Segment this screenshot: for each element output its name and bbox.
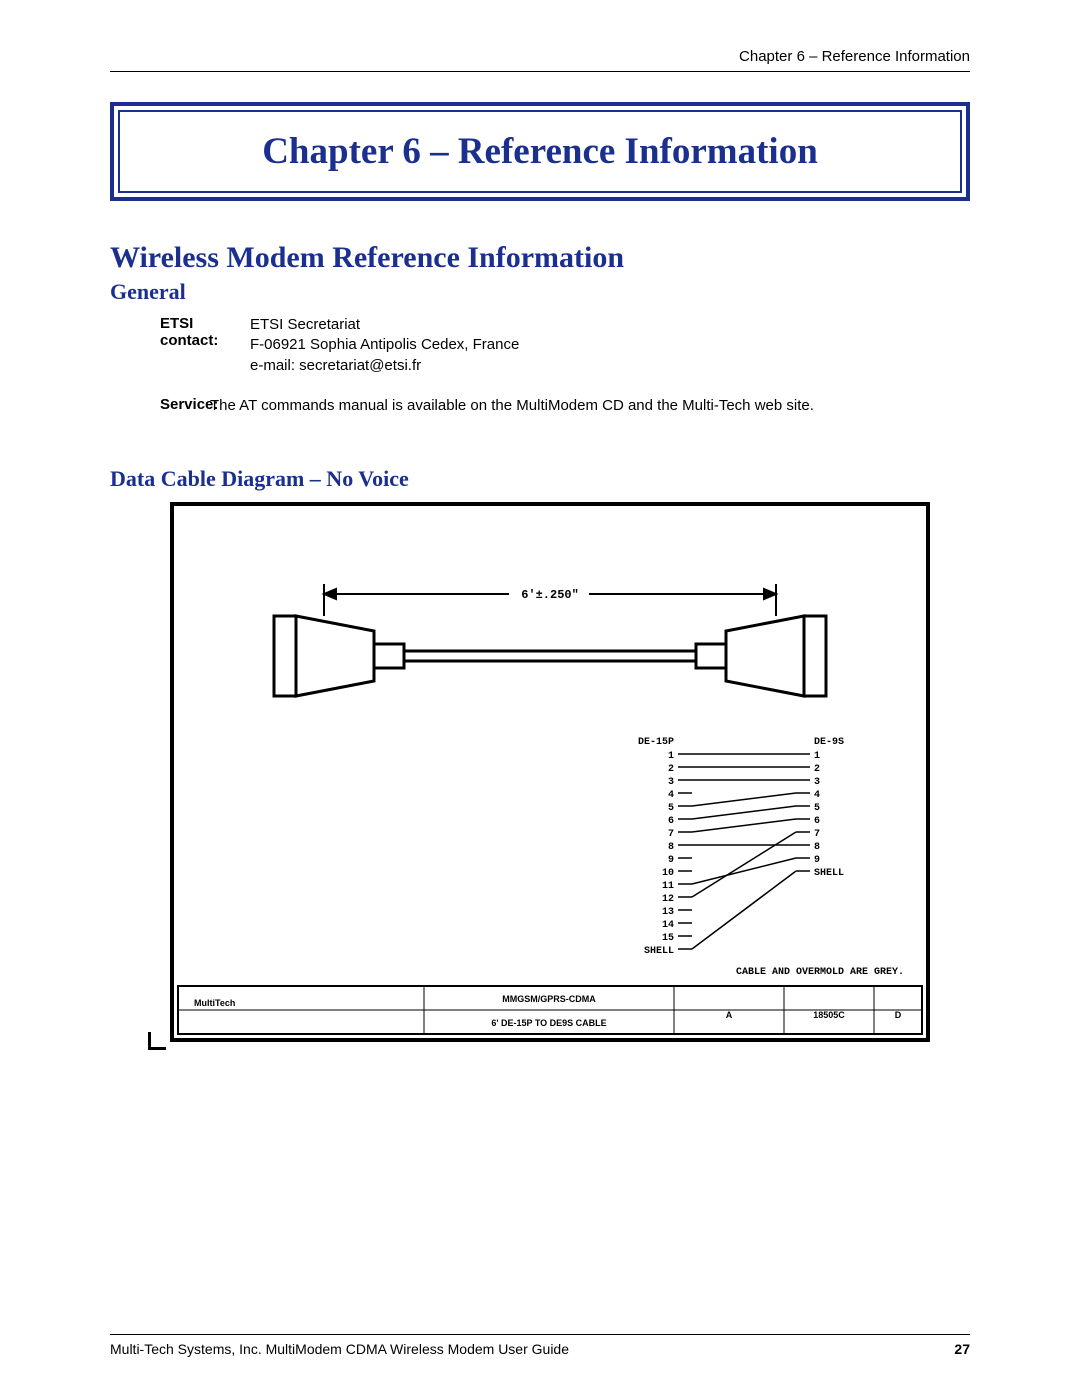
left-pin-label: 7 xyxy=(668,829,674,840)
pin-map: 123456789101112131415SHELL123456789SHELL xyxy=(644,751,844,957)
running-header: Chapter 6 – Reference Information xyxy=(110,48,970,71)
right-pin-label: 2 xyxy=(814,764,820,775)
left-connector-icon xyxy=(274,616,404,696)
pin-connection xyxy=(692,819,796,832)
right-pin-label: SHELL xyxy=(814,868,844,879)
right-pin-label: 1 xyxy=(814,751,820,762)
left-pin-label: 1 xyxy=(668,751,674,762)
chapter-title: Chapter 6 – Reference Information xyxy=(144,130,936,173)
right-conn-label: DE-9S xyxy=(814,737,844,748)
left-pin-label: 2 xyxy=(668,764,674,775)
cable-icon xyxy=(404,651,696,661)
length-label: 6'±.250" xyxy=(521,588,579,602)
page: Chapter 6 – Reference Information Chapte… xyxy=(0,0,1080,1397)
right-connector-icon xyxy=(696,616,826,696)
diagram-heading: Data Cable Diagram – No Voice xyxy=(110,466,970,492)
etsi-line3: e-mail: secretariat@etsi.fr xyxy=(250,357,421,374)
company-name: MultiTech xyxy=(194,998,235,1008)
diagram-svg: 6'±.250" DE- xyxy=(174,506,926,1038)
footer-text: Multi-Tech Systems, Inc. MultiModem CDMA… xyxy=(110,1341,569,1357)
etsi-contact-row: ETSI contact: ETSI Secretariat F-06921 S… xyxy=(110,315,970,376)
left-pin-label: 3 xyxy=(668,777,674,788)
left-pin-label: 14 xyxy=(662,920,674,931)
chapter-title-box-inner: Chapter 6 – Reference Information xyxy=(118,110,962,193)
right-pin-label: 7 xyxy=(814,829,820,840)
section-title: Wireless Modem Reference Information xyxy=(110,241,970,275)
etsi-line1: ETSI Secretariat xyxy=(250,316,360,333)
right-pin-label: 6 xyxy=(814,816,820,827)
left-pin-label: 6 xyxy=(668,816,674,827)
etsi-label: ETSI contact: xyxy=(110,315,250,376)
left-pin-label: 13 xyxy=(662,907,674,918)
footer-rule xyxy=(110,1334,970,1335)
left-pin-label: 15 xyxy=(662,933,674,944)
title-block: MultiTech MMGSM/GPRS-CDMA 6' DE-15P TO D… xyxy=(178,986,922,1034)
left-pin-label: 11 xyxy=(662,881,674,892)
chapter-title-box: Chapter 6 – Reference Information xyxy=(110,102,970,201)
service-label: Service: xyxy=(110,396,210,416)
left-pin-label: 9 xyxy=(668,855,674,866)
drawing-no: 18505C xyxy=(813,1010,845,1020)
pin-connection xyxy=(692,871,796,949)
right-pin-label: 8 xyxy=(814,842,820,853)
page-footer: Multi-Tech Systems, Inc. MultiModem CDMA… xyxy=(110,1334,970,1357)
general-heading: General xyxy=(110,279,970,305)
left-pin-label: 4 xyxy=(668,790,674,801)
page-number: 27 xyxy=(954,1341,970,1357)
left-pin-label: 12 xyxy=(662,894,674,905)
service-value: The AT commands manual is available on t… xyxy=(210,396,970,416)
pin-connection xyxy=(692,832,796,897)
drawing-title2: 6' DE-15P TO DE9S CABLE xyxy=(491,1018,606,1028)
pin-connection xyxy=(692,793,796,806)
right-pin-label: 5 xyxy=(814,803,820,814)
etsi-line2: F-06921 Sophia Antipolis Cedex, France xyxy=(250,336,519,353)
diagram-note: CABLE AND OVERMOLD ARE GREY. xyxy=(736,967,904,978)
pin-connection xyxy=(692,806,796,819)
left-pin-label: 5 xyxy=(668,803,674,814)
rev-d: D xyxy=(895,1010,902,1020)
left-conn-label: DE-15P xyxy=(638,737,674,748)
cable-diagram: 6'±.250" DE- xyxy=(170,502,930,1042)
left-pin-label: 8 xyxy=(668,842,674,853)
etsi-value: ETSI Secretariat F-06921 Sophia Antipoli… xyxy=(250,315,970,376)
left-pin-label: 10 xyxy=(662,868,674,879)
right-pin-label: 9 xyxy=(814,855,820,866)
header-rule xyxy=(110,71,970,72)
pin-connection xyxy=(692,858,796,884)
service-row: Service: The AT commands manual is avail… xyxy=(110,396,970,416)
right-pin-label: 4 xyxy=(814,790,820,801)
crop-mark-icon xyxy=(148,1020,178,1050)
left-pin-label: SHELL xyxy=(644,946,674,957)
drawing-title1: MMGSM/GPRS-CDMA xyxy=(502,994,596,1004)
right-pin-label: 3 xyxy=(814,777,820,788)
rev-a: A xyxy=(726,1010,733,1020)
